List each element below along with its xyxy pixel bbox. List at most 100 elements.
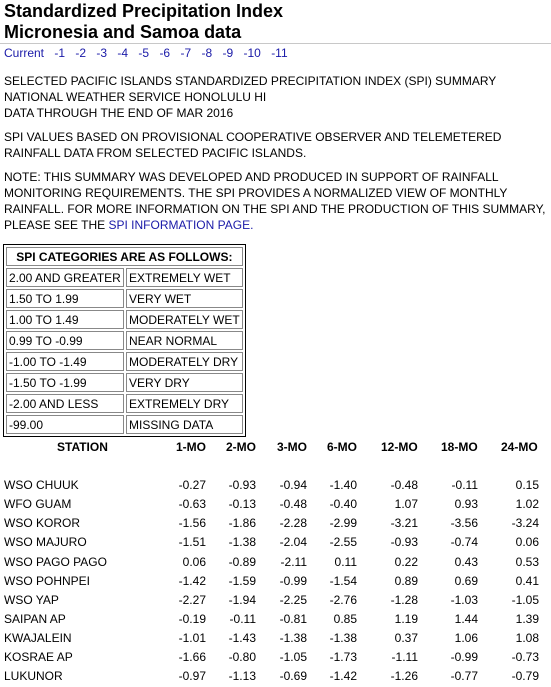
spi-value: -1.11 xyxy=(391,650,418,664)
spi-value: -1.38 xyxy=(228,535,256,549)
station-name: KWAJALEIN xyxy=(4,631,72,645)
spi-value: 0.06 xyxy=(515,535,539,549)
station-name: WSO KOROR xyxy=(4,516,81,530)
table-row: WFO GUAM -0.63 -0.13 -0.48 -0.40 1.07 0.93 1.02 xyxy=(0,497,551,513)
spi-value: 0.15 xyxy=(515,478,539,492)
spi-value: -2.11 xyxy=(280,555,307,569)
spi-value: 0.43 xyxy=(454,555,478,569)
category-row: 1.50 TO 1.99 VERY WET xyxy=(6,289,243,308)
nav-link-4[interactable]: -4 xyxy=(117,46,129,60)
table-row: WSO PAGO PAGO 0.06 -0.89 -2.11 0.11 0.22 0.43 0… xyxy=(0,555,551,571)
spi-value: 0.93 xyxy=(454,497,478,511)
nav-link-current[interactable]: Current xyxy=(4,46,45,60)
spi-value: -1.13 xyxy=(228,669,256,683)
spi-value: -0.77 xyxy=(450,669,478,683)
spi-value: -1.05 xyxy=(511,593,539,607)
spi-value: 1.44 xyxy=(454,612,478,626)
spi-value: -1.26 xyxy=(390,669,418,683)
nav-link-8[interactable]: -8 xyxy=(201,46,213,60)
spi-value: -0.13 xyxy=(228,497,256,511)
category-row: 1.00 TO 1.49 MODERATELY WET xyxy=(6,310,243,329)
col-header-6mo: 6-MO xyxy=(327,440,357,454)
note-text: NOTE: THIS SUMMARY WAS DEVELOPED AND PRO… xyxy=(4,170,546,232)
nav-link-5[interactable]: -5 xyxy=(138,46,150,60)
spi-value: 1.02 xyxy=(515,497,539,511)
station-name: WSO YAP xyxy=(4,593,59,607)
spi-value: -0.69 xyxy=(279,669,307,683)
spi-value: -0.97 xyxy=(178,669,206,683)
nav-link-2[interactable]: -2 xyxy=(75,46,87,60)
spi-value: 1.08 xyxy=(515,631,539,645)
categories-header: SPI CATEGORIES ARE AS FOLLOWS: xyxy=(6,247,243,266)
category-range: 1.00 TO 1.49 xyxy=(6,310,124,329)
spi-value: -0.74 xyxy=(450,535,478,549)
nav-link-7[interactable]: -7 xyxy=(180,46,192,60)
nav-link-10[interactable]: -10 xyxy=(243,46,261,60)
spi-value: -1.05 xyxy=(279,650,307,664)
spi-value: -0.19 xyxy=(178,612,206,626)
spi-value: 0.22 xyxy=(394,555,418,569)
col-header-18mo: 18-MO xyxy=(441,440,478,454)
nav-link-9[interactable]: -9 xyxy=(222,46,234,60)
spi-value: -0.99 xyxy=(450,650,478,664)
title-line-1: Standardized Precipitation Index xyxy=(4,1,284,21)
spi-value: -2.25 xyxy=(279,593,307,607)
table-row: KWAJALEIN -1.01 -1.43 -1.38 -1.38 0.37 1.06 1.0… xyxy=(0,631,551,647)
table-row: KOSRAE AP -1.66 -0.80 -1.05 -1.73 -1.11 -0.99 -… xyxy=(0,650,551,666)
spi-value: -1.43 xyxy=(228,631,256,645)
spi-value: -1.42 xyxy=(329,669,357,683)
nav-link-6[interactable]: -6 xyxy=(159,46,171,60)
nav-link-11[interactable]: -11 xyxy=(271,46,288,60)
spi-value: -1.73 xyxy=(329,650,357,664)
category-range: -99.00 xyxy=(6,415,124,434)
spi-value: -0.40 xyxy=(329,497,357,511)
col-header-3mo: 3-MO xyxy=(277,440,307,454)
spi-value: -2.28 xyxy=(279,516,307,530)
page-title: Standardized Precipitation Index Microne… xyxy=(4,1,283,43)
nav-link-1[interactable]: -1 xyxy=(54,46,66,60)
summary-header-text: SELECTED PACIFIC ISLANDS STANDARDIZED PR… xyxy=(4,74,497,120)
spi-value: -1.54 xyxy=(329,574,357,588)
col-header-2mo: 2-MO xyxy=(226,440,256,454)
col-header-station: STATION xyxy=(57,440,108,454)
category-label: MISSING DATA xyxy=(126,415,243,434)
category-range: 2.00 AND GREATER xyxy=(6,268,124,287)
category-label: EXTREMELY WET xyxy=(126,268,243,287)
table-row: WSO CHUUK -0.27 -0.93 -0.94 -1.40 -0.48 -0.11 0… xyxy=(0,478,551,494)
spi-value: -1.56 xyxy=(178,516,206,530)
spi-values-note: SPI VALUES BASED ON PROVISIONAL COOPERAT… xyxy=(4,130,502,160)
table-row: WSO MAJURO -1.51 -1.38 -2.04 -2.55 -0.93 -0.74… xyxy=(0,535,551,551)
spi-value: -0.11 xyxy=(229,612,256,626)
spi-value: -0.89 xyxy=(228,555,256,569)
station-name: SAIPAN AP xyxy=(4,612,66,626)
station-name: WFO GUAM xyxy=(4,497,72,511)
spi-value: -0.93 xyxy=(390,535,418,549)
spi-value: -0.81 xyxy=(279,612,307,626)
spi-value: -0.11 xyxy=(451,478,478,492)
spi-value: 1.07 xyxy=(394,497,418,511)
spi-value: -1.38 xyxy=(279,631,307,645)
spi-value: -0.27 xyxy=(178,478,206,492)
spi-value: 0.89 xyxy=(394,574,418,588)
spi-value: -1.40 xyxy=(329,478,357,492)
category-range: 1.50 TO 1.99 xyxy=(6,289,124,308)
spi-value: -1.42 xyxy=(178,574,206,588)
station-name: WSO MAJURO xyxy=(4,535,87,549)
category-label: NEAR NORMAL xyxy=(126,331,243,350)
station-name: KOSRAE AP xyxy=(4,650,73,664)
category-row: -2.00 AND LESS EXTREMELY DRY xyxy=(6,394,243,413)
nav-link-3[interactable]: -3 xyxy=(96,46,108,60)
category-range: -1.00 TO -1.49 xyxy=(6,352,124,371)
category-label: MODERATELY WET xyxy=(126,310,243,329)
spi-value: -1.66 xyxy=(178,650,206,664)
spi-value: -1.59 xyxy=(228,574,256,588)
category-row: -1.50 TO -1.99 VERY DRY xyxy=(6,373,243,392)
table-row: LUKUNOR -0.97 -1.13 -0.69 -1.42 -1.26 -0.77 -0.… xyxy=(0,669,551,685)
spi-value: -2.04 xyxy=(279,535,307,549)
category-label: MODERATELY DRY xyxy=(126,352,243,371)
spi-value: 0.69 xyxy=(454,574,478,588)
spi-info-link[interactable]: SPI INFORMATION PAGE. xyxy=(108,218,254,232)
category-range: -2.00 AND LESS xyxy=(6,394,124,413)
spi-value: -0.93 xyxy=(228,478,256,492)
spi-value: 1.06 xyxy=(454,631,478,645)
